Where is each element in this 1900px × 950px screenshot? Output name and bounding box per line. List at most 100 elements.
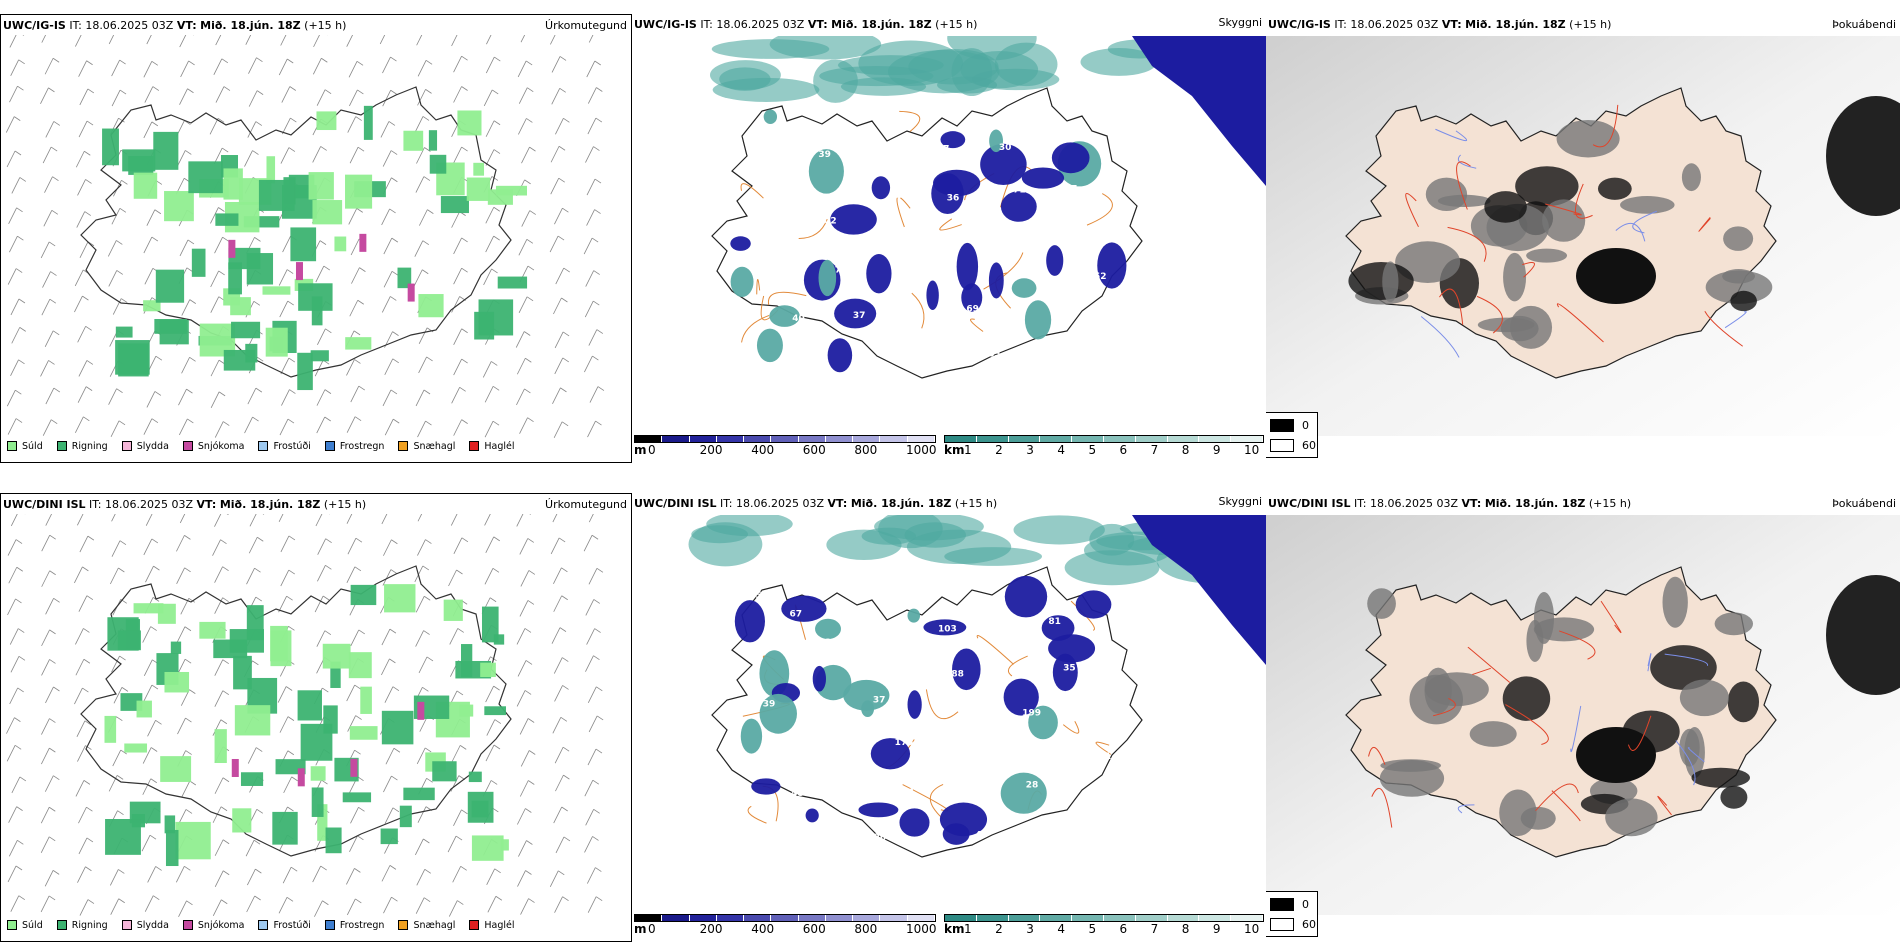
wind-barb <box>346 416 356 433</box>
road-river <box>1467 646 1511 683</box>
legend-entry: Frostregn <box>324 440 385 452</box>
precip-cell <box>223 168 243 200</box>
wind-barb <box>245 35 252 45</box>
wind-barb <box>588 329 598 346</box>
sea-visibility <box>944 547 1043 566</box>
wind-barb <box>416 869 426 886</box>
ceiling-label: 15 <box>969 237 982 247</box>
wind-barb <box>144 86 154 103</box>
precip-cell <box>234 705 271 736</box>
road-river <box>1632 210 1658 234</box>
legend-entry: Haglél <box>469 441 515 452</box>
wind-barb <box>8 840 18 857</box>
wind-barb <box>44 176 53 193</box>
ceiling-label: 79 <box>964 787 977 797</box>
wind-barb <box>146 391 156 408</box>
ceiling-label: 50 <box>917 348 930 358</box>
ceiling-label: 175 <box>895 738 914 748</box>
ceiling-blob <box>830 204 877 235</box>
wind-barb <box>449 628 459 645</box>
wind-barb <box>383 896 392 914</box>
legend-label: Frostregn <box>339 440 385 452</box>
scale-swatch <box>716 915 745 921</box>
precip-cell <box>164 815 176 834</box>
ceiling-label: 67 <box>902 309 915 319</box>
wind-barb <box>248 90 258 107</box>
scale-swatch <box>853 436 881 442</box>
legend-label: Frostúði <box>273 440 311 452</box>
ceiling-label: 120 <box>868 833 887 843</box>
road-river <box>1420 316 1460 358</box>
wind-barb <box>550 146 560 163</box>
wind-barb <box>382 389 392 407</box>
ceiling-blob <box>805 808 819 823</box>
ceiling-label: 47 <box>937 145 950 155</box>
road-river <box>1575 183 1593 219</box>
wind-barb <box>215 86 225 103</box>
wind-barb <box>282 867 292 884</box>
wind-barb <box>41 659 50 676</box>
scale-swatch <box>1040 915 1073 921</box>
ceiling-label: 161 <box>1092 752 1111 762</box>
fog-index-blob <box>1720 785 1748 809</box>
wind-barb <box>486 719 496 736</box>
wind-barb <box>519 780 529 797</box>
ceiling-label: 34 <box>889 192 902 202</box>
precip-cell <box>243 216 280 228</box>
ceiling-label: 35 <box>1063 663 1076 673</box>
wind-barb <box>45 686 54 704</box>
precip-cell <box>399 805 412 828</box>
ceiling-blob <box>961 283 983 312</box>
wind-barb <box>381 658 390 676</box>
wind-barb <box>279 418 289 436</box>
precip-panel-row2: UWC/DINI ISL IT: 18.06.2025 03Z VT: Mið.… <box>0 493 632 942</box>
precip-cell <box>429 154 447 174</box>
ceiling-label: 44 <box>862 353 875 363</box>
ceiling-blob <box>751 778 781 795</box>
wind-barb <box>7 418 17 435</box>
wind-barb <box>312 146 322 163</box>
ceiling-blob <box>866 254 892 294</box>
wind-barb <box>553 421 563 438</box>
wind-barb <box>485 685 494 703</box>
road-river <box>1657 795 1672 816</box>
ceiling-label: 94 <box>1048 138 1061 148</box>
precip-cell <box>381 710 414 745</box>
wind-barb <box>518 118 527 135</box>
wind-barb <box>214 690 224 707</box>
panel-title: Þokuábendi <box>1832 497 1896 510</box>
wind-barb <box>111 59 120 77</box>
scale-swatch <box>825 915 854 921</box>
legend-swatch <box>324 920 335 930</box>
wind-barb <box>248 537 258 554</box>
wind-barb <box>214 839 224 856</box>
precip-legend: Súld Rigning Slydda Snjókoma Frostúði Frostre… <box>7 917 529 933</box>
wind-barb <box>517 870 526 887</box>
wind-barb <box>550 178 560 195</box>
legend-entry: Rigning <box>56 441 108 452</box>
wind-barb <box>143 659 153 677</box>
wind-barb <box>587 748 597 766</box>
wind-barb <box>277 686 287 703</box>
wind-barb <box>6 389 16 407</box>
wind-barb <box>587 686 597 704</box>
ceiling-blob <box>1003 678 1039 716</box>
ceiling-blob <box>1041 615 1075 641</box>
wind-barb <box>41 718 50 735</box>
precip-cell <box>246 605 264 641</box>
fog-index-blob <box>1542 199 1586 242</box>
scale-swatch <box>771 436 799 442</box>
precip-cell <box>104 715 117 743</box>
wind-barb <box>312 865 322 883</box>
fog-index-blob <box>1515 166 1579 207</box>
wind-barb <box>10 514 18 527</box>
scale-swatch <box>1072 436 1104 442</box>
fog-index-blob <box>1679 679 1729 717</box>
wind-barb <box>7 598 16 616</box>
road-river <box>1570 705 1582 753</box>
wind-barb <box>246 567 255 585</box>
fog-index-blob <box>1499 789 1537 837</box>
precip-cell <box>160 756 192 782</box>
precip-cell <box>311 787 324 817</box>
ceiling-blob <box>952 648 981 691</box>
